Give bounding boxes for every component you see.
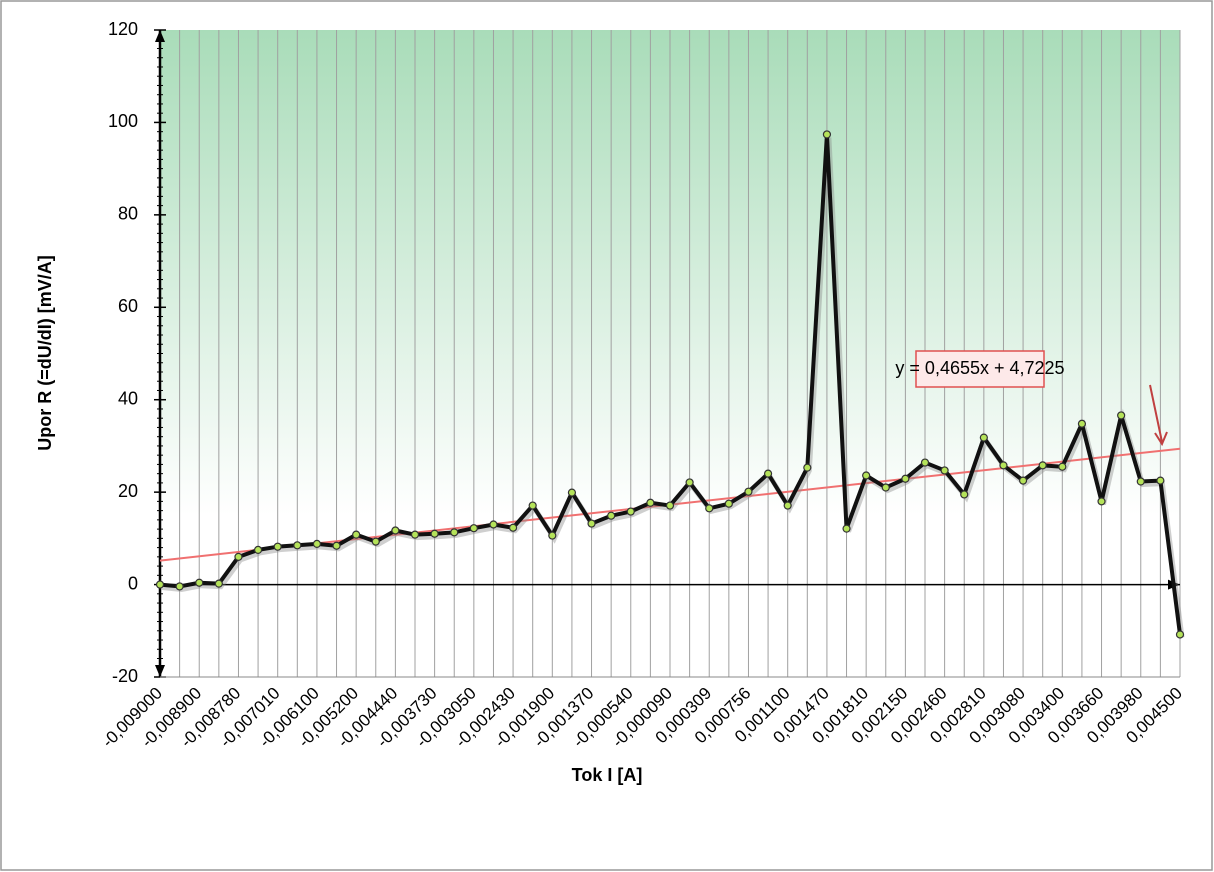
data-point — [195, 578, 204, 587]
data-point — [567, 488, 577, 497]
data-point — [920, 458, 930, 467]
data-point — [332, 541, 341, 550]
data-point — [587, 519, 596, 528]
data-point — [548, 531, 557, 540]
data-point — [763, 469, 773, 478]
data-point — [489, 520, 498, 529]
data-point — [1058, 462, 1067, 471]
data-point — [352, 530, 361, 539]
data-point — [607, 511, 616, 520]
data-point — [822, 130, 832, 139]
y-tick-label: 20 — [118, 481, 138, 501]
trendline-pointer — [1149, 384, 1168, 447]
x-axis-title: Tok I [A] — [572, 765, 643, 785]
y-tick-label: 0 — [128, 573, 138, 593]
data-point — [371, 537, 380, 546]
data-point — [626, 507, 635, 516]
data-point — [469, 524, 478, 533]
data-point — [901, 474, 910, 483]
data-point — [234, 552, 243, 561]
data-point — [528, 501, 537, 510]
data-point — [862, 471, 871, 480]
data-point — [940, 466, 949, 475]
y-tick-label: -20 — [112, 666, 138, 686]
data-point — [155, 580, 165, 589]
y-axis-title: Upor R (=dU/dI) [mV/A] — [35, 255, 55, 451]
data-point — [430, 529, 439, 538]
data-point — [391, 526, 400, 535]
data-point — [665, 501, 675, 510]
data-point — [783, 501, 792, 510]
data-point — [1077, 419, 1087, 428]
y-tick-label: 60 — [118, 296, 138, 316]
y-tick-label: 80 — [118, 204, 138, 224]
data-point — [1136, 477, 1145, 486]
data-point — [1097, 497, 1106, 506]
data-point — [705, 504, 714, 513]
data-point — [175, 582, 184, 591]
trendline-label-box — [915, 350, 1045, 388]
data-point — [979, 433, 988, 442]
trendline-label: y = 0,4655x + 4,7225 — [895, 358, 1064, 378]
data-point — [960, 490, 969, 499]
data-point — [253, 545, 263, 555]
y-tick-label: 100 — [108, 111, 138, 131]
data-point — [312, 539, 322, 549]
y-tick-label: 40 — [118, 388, 138, 408]
data-point — [1018, 476, 1028, 485]
data-point — [999, 461, 1008, 470]
data-point — [508, 523, 518, 532]
data-point — [646, 498, 655, 507]
data-point — [724, 499, 733, 508]
data-point — [1175, 630, 1185, 639]
data-point — [744, 487, 753, 496]
data-point — [881, 483, 890, 492]
y-tick-label: 120 — [108, 19, 138, 39]
data-point — [803, 463, 812, 472]
data-point — [273, 542, 282, 551]
data-point — [1038, 461, 1047, 470]
data-point — [1117, 411, 1126, 420]
data-point — [293, 541, 302, 550]
data-point — [214, 579, 223, 588]
data-point — [685, 478, 694, 487]
data-point — [1156, 476, 1165, 485]
data-point — [410, 530, 420, 539]
data-point — [450, 528, 459, 537]
data-point — [842, 524, 851, 533]
